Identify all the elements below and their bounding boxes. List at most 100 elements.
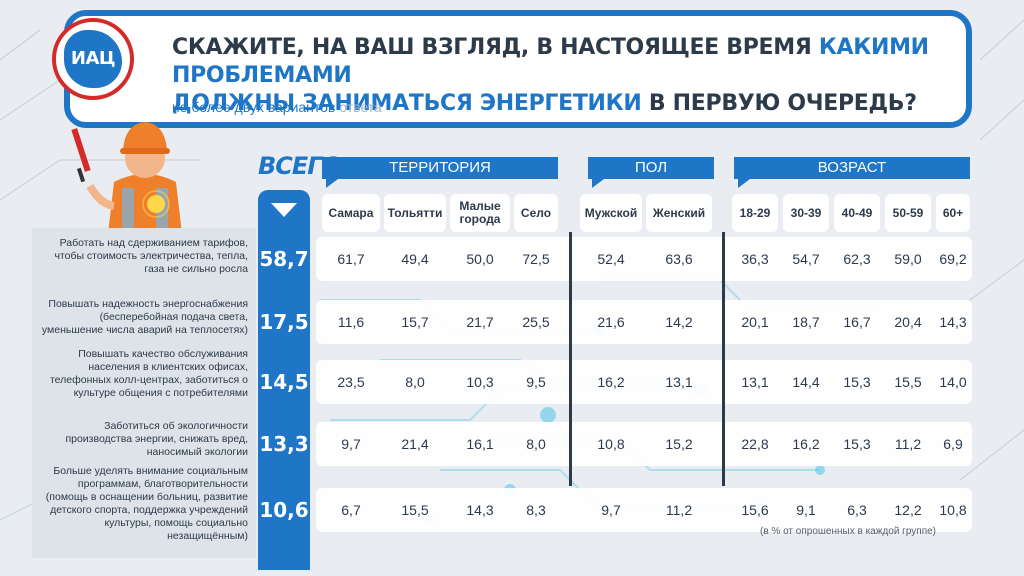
row-label: Больше уделять внимание социальным прогр…	[45, 465, 248, 542]
table-row	[316, 422, 972, 466]
column-header: Женский	[646, 194, 712, 232]
group-label: ТЕРРИТОРИЯ	[389, 159, 491, 176]
group-label: ПОЛ	[634, 159, 668, 176]
row-label: Заботиться об экологичности производства…	[65, 420, 248, 458]
table-cell: 10,8	[597, 436, 625, 452]
total-value: 14,5	[259, 370, 309, 394]
table-cell: 16,1	[466, 436, 494, 452]
table-cell: 15,3	[843, 374, 871, 390]
region-map-icon	[64, 30, 122, 88]
row-label: Работать над сдерживанием тарифов, чтобы…	[54, 237, 248, 275]
table-cell: 10,3	[466, 374, 494, 390]
table-cell: 72,5	[522, 251, 550, 267]
divider-sex-age	[722, 232, 725, 486]
table-cell: 9,7	[341, 436, 361, 452]
table-cell: 15,7	[401, 314, 429, 330]
group-age: ВОЗРАСТ	[734, 157, 970, 188]
table-cell: 8,3	[526, 502, 546, 518]
logo-text: ИАЦ	[70, 48, 116, 69]
column-header: 18-29	[732, 194, 778, 232]
divider-territory-sex	[569, 232, 572, 486]
table-cell: 59,0	[894, 251, 922, 267]
group-label: ВОЗРАСТ	[817, 159, 887, 176]
table-cell: 14,3	[466, 502, 494, 518]
table-cell: 23,5	[337, 374, 365, 390]
table-cell: 15,2	[665, 436, 693, 452]
table-cell: 14,3	[939, 314, 967, 330]
table-cell: 14,4	[792, 374, 820, 390]
table-cell: 69,2	[939, 251, 967, 267]
table-cell: 12,2	[894, 502, 922, 518]
table-cell: 6,9	[943, 436, 963, 452]
table-cell: 8,0	[526, 436, 546, 452]
column-header: 40-49	[834, 194, 880, 232]
column-header: 60+	[936, 194, 970, 232]
table-cell: 21,4	[401, 436, 429, 452]
question-part2: В ПЕРВУЮ ОЧЕРЕДЬ?	[641, 91, 917, 116]
table-row	[316, 360, 972, 404]
table-cell: 15,5	[894, 374, 922, 390]
table-cell: 9,1	[796, 502, 816, 518]
table-cell: 13,1	[741, 374, 769, 390]
table-cell: 25,5	[522, 314, 550, 330]
column-header: Село	[514, 194, 558, 232]
column-header: 30-39	[783, 194, 829, 232]
question-title: СКАЖИТЕ, НА ВАШ ВЗГЛЯД, В НАСТОЯЩЕЕ ВРЕМ…	[172, 34, 952, 118]
table-cell: 16,2	[792, 436, 820, 452]
table-cell: 61,7	[337, 251, 365, 267]
table-cell: 22,8	[741, 436, 769, 452]
group-sex: ПОЛ	[588, 157, 714, 188]
table-cell: 15,5	[401, 502, 429, 518]
question-header	[64, 10, 972, 128]
table-cell: 15,6	[741, 502, 769, 518]
total-value: 10,6	[259, 498, 309, 522]
table-cell: 63,6	[665, 251, 693, 267]
column-header: Тольятти	[384, 194, 446, 232]
table-cell: 54,7	[792, 251, 820, 267]
table-cell: 14,0	[939, 374, 967, 390]
table-row	[316, 488, 972, 532]
row-label: Повышать надежность энергоснабжения (бес…	[41, 298, 248, 336]
table-cell: 21,7	[466, 314, 494, 330]
table-cell: 14,2	[665, 314, 693, 330]
table-cell: 36,3	[741, 251, 769, 267]
subtitle-muted: ответа	[335, 99, 382, 115]
column-header: 50-59	[885, 194, 931, 232]
table-cell: 18,7	[792, 314, 820, 330]
column-header: Малые города	[450, 194, 510, 232]
question-subtitle: не более двух вариантов ответа	[172, 99, 382, 115]
table-cell: 11,2	[665, 502, 693, 518]
table-cell: 11,2	[894, 436, 922, 452]
subtitle-main: не более двух вариантов	[172, 99, 336, 115]
question-highlight1: КАКИМИ ПРОБЛЕМАМИ	[172, 35, 929, 88]
table-cell: 15,3	[843, 436, 871, 452]
table-cell: 50,0	[466, 251, 494, 267]
total-value: 13,3	[259, 432, 309, 456]
group-territory: ТЕРРИТОРИЯ	[322, 157, 558, 188]
column-header: Мужской	[580, 194, 642, 232]
table-cell: 16,2	[597, 374, 625, 390]
table-cell: 9,7	[601, 502, 621, 518]
table-cell: 8,0	[405, 374, 425, 390]
row-label: Повышать качество обслуживания населения…	[49, 348, 248, 399]
table-cell: 13,1	[665, 374, 693, 390]
table-row	[316, 237, 972, 281]
table-cell: 16,7	[843, 314, 871, 330]
total-value: 58,7	[259, 247, 309, 271]
row-labels-panel	[32, 228, 256, 558]
table-cell: 9,5	[526, 374, 546, 390]
table-cell: 10,8	[939, 502, 967, 518]
column-header: Самара	[322, 194, 380, 232]
table-cell: 62,3	[843, 251, 871, 267]
table-cell: 49,4	[401, 251, 429, 267]
table-cell: 6,7	[341, 502, 361, 518]
total-value: 17,5	[259, 310, 309, 334]
footnote: (в % от опрошенных в каждой группе)	[760, 526, 937, 537]
table-cell: 6,3	[847, 502, 867, 518]
question-highlight2: ДОЛЖНЫ ЗАНИМАТЬСЯ ЭНЕРГЕТИКИ	[172, 91, 642, 116]
table-row	[316, 300, 972, 344]
logo: ИАЦ	[52, 18, 134, 100]
question-part1: СКАЖИТЕ, НА ВАШ ВЗГЛЯД, В НАСТОЯЩЕЕ ВРЕМ…	[172, 35, 819, 60]
table-cell: 20,1	[741, 314, 769, 330]
table-cell: 20,4	[894, 314, 922, 330]
